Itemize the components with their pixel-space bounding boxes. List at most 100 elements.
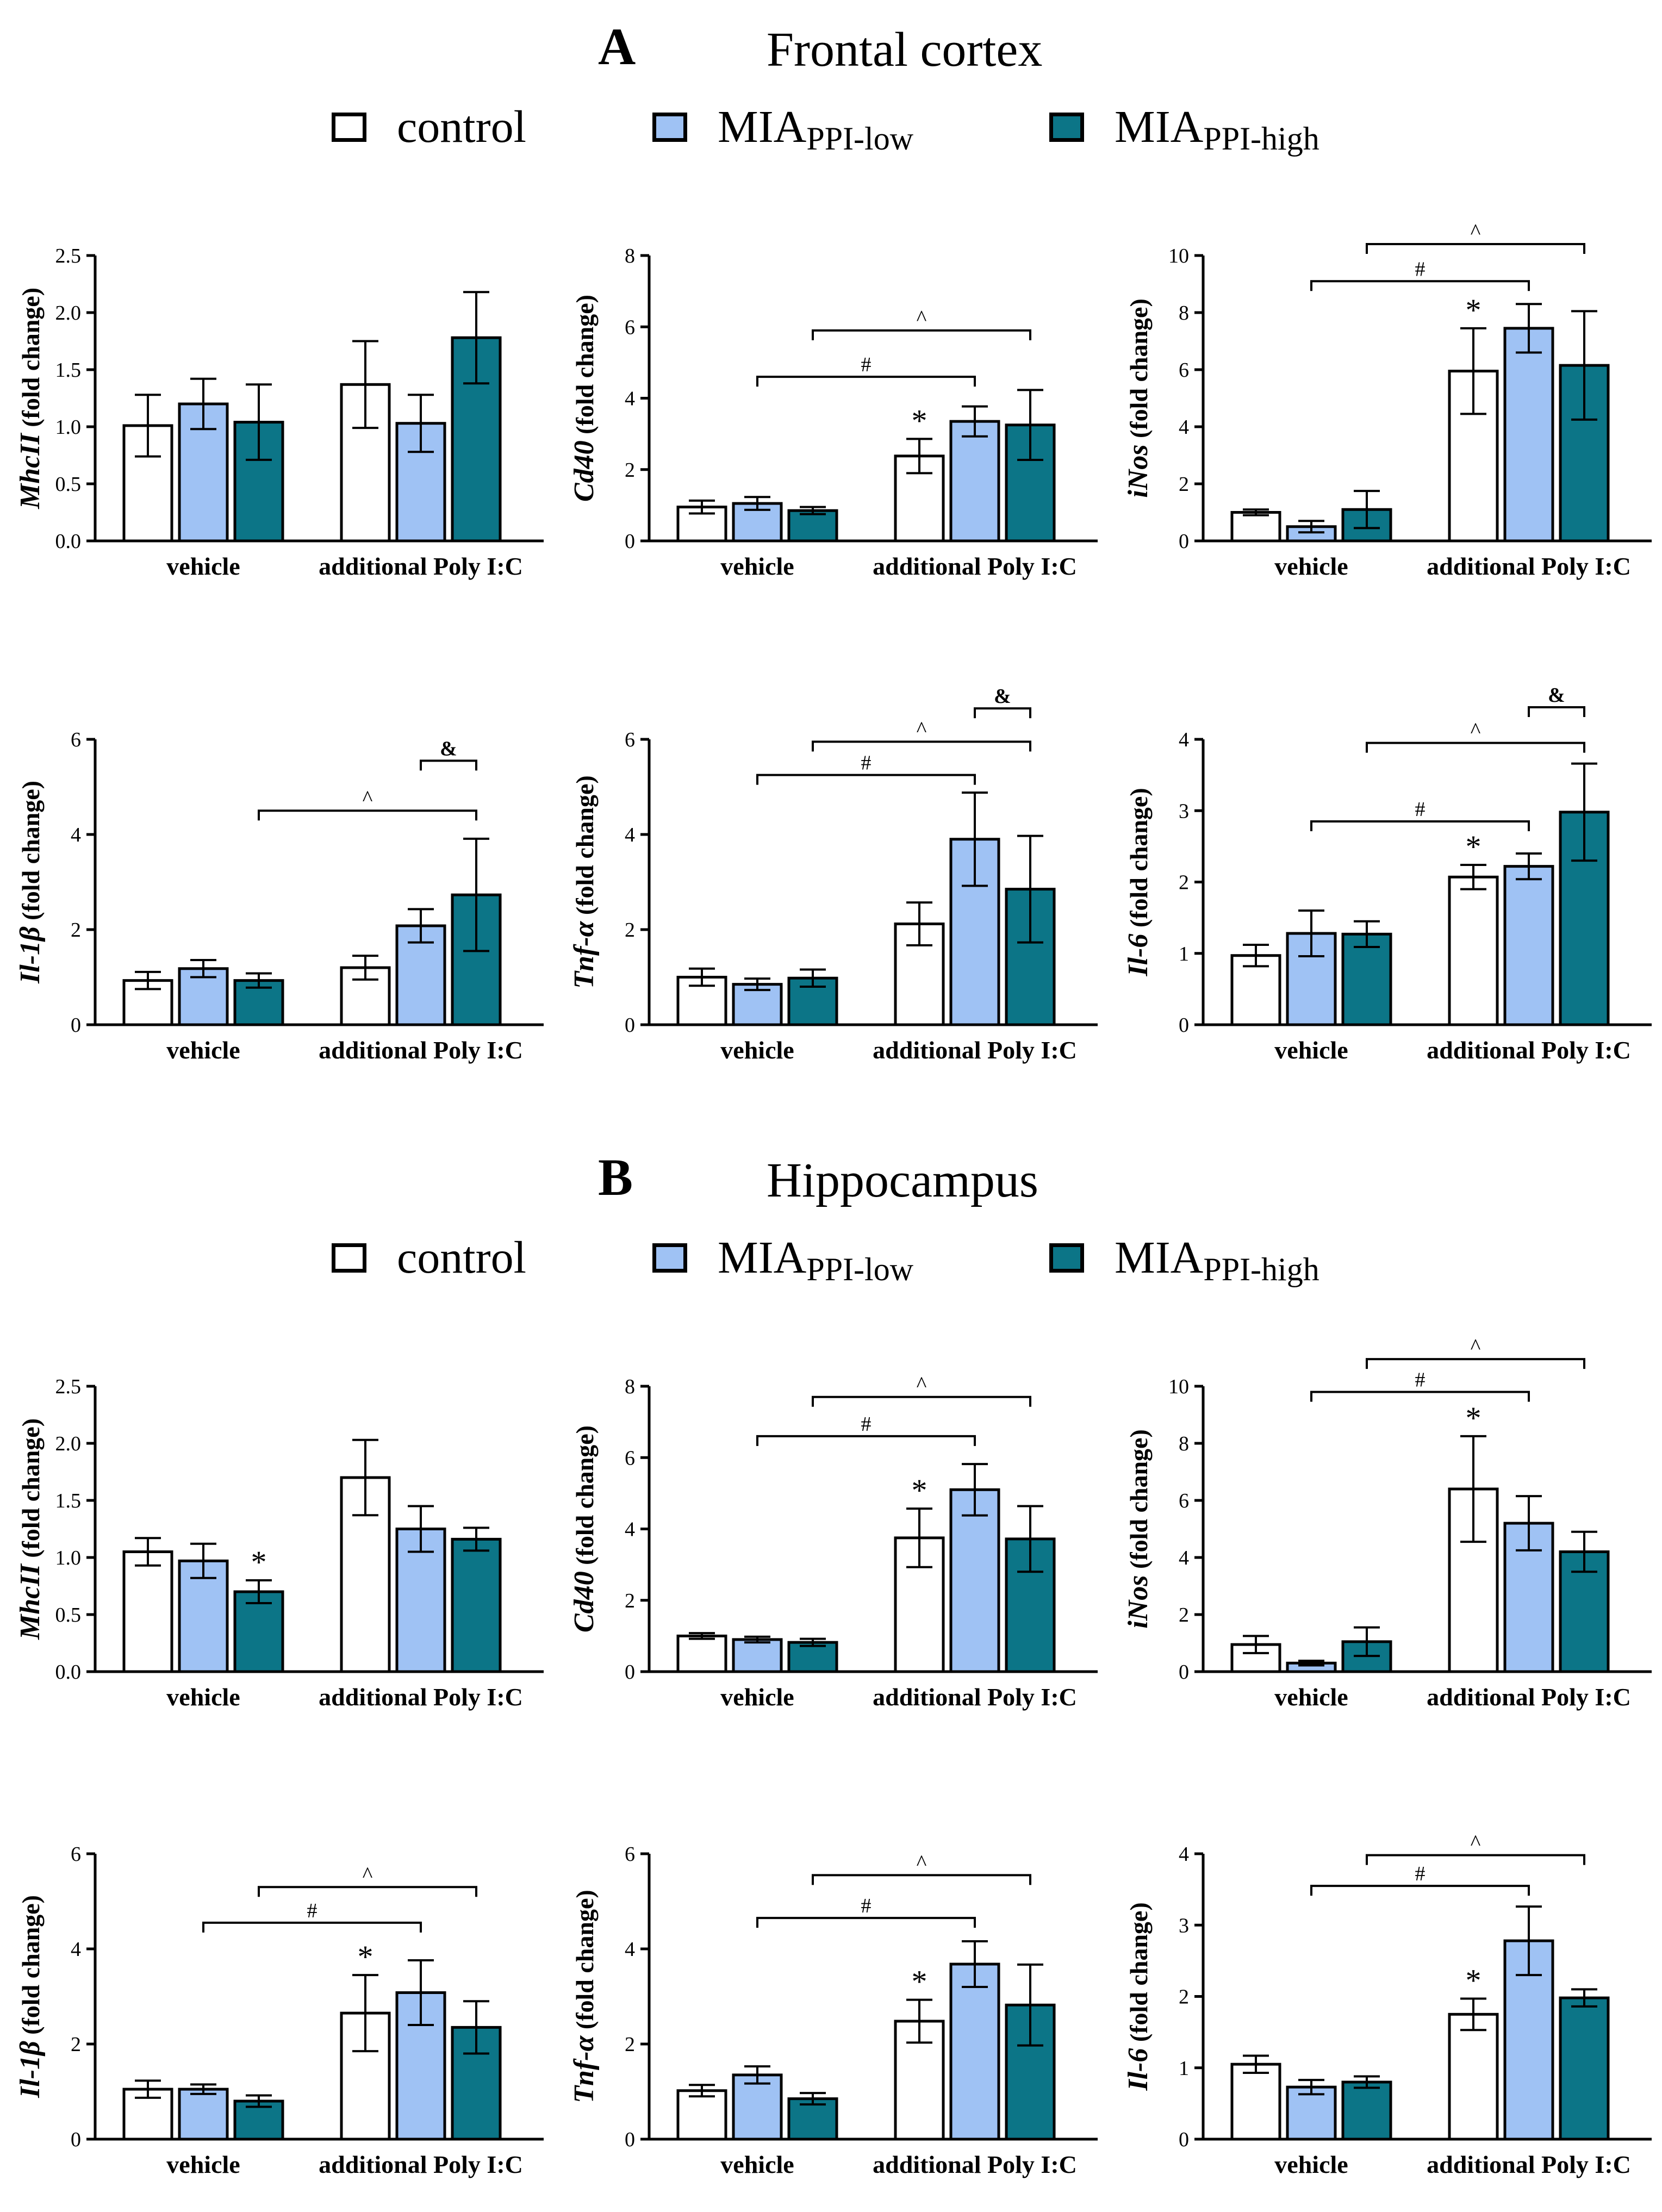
bar [949,1488,1000,1673]
significance-star: * [912,1473,928,1508]
significance-bracket [1528,706,1585,717]
x-group-label: vehicle [720,1036,794,1064]
legend-b-low-sub: PPI-low [806,1251,914,1287]
significance-mark: ^ [1471,1334,1481,1359]
legend-b-control-swatch [332,1243,366,1273]
x-group-label: additional Poly I:C [319,2151,523,2178]
y-tick-label: 4 [71,1938,81,1961]
chart-a-tnfa: 0 2 4 6 Tnf-α (fold change) vehicle additional… [569,685,1098,1064]
y-axis-label: Il-6 (fold change) [1123,1902,1154,2091]
significance-bracket [1366,243,1585,254]
y-tick-label: 2.5 [55,245,82,267]
y-axis-unit: (fold change) [1125,1429,1153,1575]
bar [1503,327,1554,543]
y-tick-label: 4 [71,824,81,846]
y-tick-label: 0 [1179,1661,1189,1684]
y-tick-label: 1.0 [55,416,82,439]
y-axis-label: Il-6 (fold change) [1123,788,1154,976]
y-axis-gene: Il-6 [1123,934,1154,977]
y-tick-label: 0 [625,1661,635,1684]
x-group-label: additional Poly I:C [873,1683,1077,1711]
section-b-title: B Hippocampus [0,1142,1662,1212]
significance-mark: # [1415,1369,1426,1392]
significance-star: * [1466,829,1482,864]
bar [787,976,838,1026]
significance-star: * [912,403,928,438]
bar [451,1537,502,1673]
y-tick-label: 0 [1179,530,1189,553]
y-tick-label: 4 [625,1938,635,1961]
y-tick-label: 2 [71,919,81,942]
y-axis-label: Il-1β (fold change) [15,1895,46,2098]
chart-b-il6: 0 1 2 3 4 Il-6 (fold change) vehicle additional… [1123,1830,1652,2178]
y-axis-gene: Cd40 [569,440,600,502]
chart-a-inos: 0 2 4 6 8 10 iNos (fold change) vehicle addition… [1123,219,1652,580]
y-tick-label: 6 [625,1843,635,1866]
y-tick-label: 8 [625,245,635,267]
legend-b-low: MIA PPI-low [652,1231,913,1287]
bar [1341,932,1392,1026]
x-group-label: vehicle [720,2151,794,2178]
significance-bracket [812,1395,1031,1407]
y-tick-label: 1.5 [55,359,82,382]
y-tick-label: 2 [1179,1986,1189,2009]
y-axis-gene: iNos [1123,445,1154,498]
y-tick-label: 2 [71,2033,81,2056]
legend-b: control MIA PPI-low MIA PPI-high [0,1231,1662,1291]
y-axis-gene: Il-6 [1123,2048,1154,2091]
significance-bracket [1366,1854,1585,1865]
bar [1559,1996,1610,2141]
chart-a-cd40: 0 2 4 6 8 Cd40 (fold change) vehicle additional… [569,245,1098,580]
legend-a-high-swatch [1049,112,1084,142]
legend-a-low-label: MIA [718,102,807,152]
y-tick-label: 2.5 [55,1375,82,1398]
y-tick-label: 8 [1179,1432,1189,1455]
x-group-label: additional Poly I:C [1427,2151,1631,2178]
y-axis-label: MhcII (fold change) [15,1418,46,1640]
legend-b-low-label: MIA [718,1232,807,1283]
bar [894,923,945,1026]
y-tick-label: 2.0 [55,1432,82,1455]
x-group-label: vehicle [1274,552,1348,580]
significance-bracket [202,1921,422,1933]
legend-b-high-sub: PPI-high [1203,1251,1319,1287]
significance-bracket [1310,820,1530,831]
significance-bracket [812,1874,1031,1885]
y-tick-label: 6 [625,728,635,751]
x-group-label: vehicle [720,1683,794,1711]
y-tick-label: 2 [625,919,635,942]
significance-star: * [251,1544,267,1580]
significance-mark: & [1548,684,1565,707]
bar [732,2073,783,2141]
significance-bracket [974,707,1031,719]
y-tick-label: 0 [625,2128,635,2151]
y-tick-label: 0 [625,530,635,553]
y-tick-label: 1 [1179,2057,1189,2080]
y-axis-gene: iNos [1123,1575,1154,1629]
y-axis-gene: MhcII [15,1563,46,1640]
x-group-label: vehicle [1274,1036,1348,1064]
bar [1503,865,1554,1026]
y-axis-unit: (fold change) [571,1890,599,2035]
bar [676,1634,727,1673]
significance-bracket [756,1435,976,1446]
bar [949,1962,1000,2141]
x-group-label: vehicle [166,1036,240,1064]
x-group-label: vehicle [1274,2151,1348,2178]
y-axis-unit: (fold change) [17,781,45,926]
y-tick-label: 6 [625,316,635,339]
y-axis-gene: Cd40 [569,1571,600,1632]
y-axis-label: Cd40 (fold change) [569,1425,600,1632]
y-tick-label: 2 [625,459,635,482]
y-axis-label: Tnf-α (fold change) [569,1890,600,2103]
significance-bracket [756,1917,976,1928]
y-tick-label: 1.0 [55,1547,82,1569]
y-axis-unit: (fold change) [1125,298,1153,444]
significance-bracket [258,1886,477,1897]
x-group-label: vehicle [166,552,240,580]
legend-a-low: MIA PPI-low [652,101,913,157]
y-axis-unit: (fold change) [17,288,45,433]
chart-b-mhcii: 0.0 0.5 1.0 1.5 2.0 2.5 MhcII (fold change) veh… [15,1375,544,1711]
y-axis-label: Tnf-α (fold change) [569,775,600,988]
significance-bracket [1310,1391,1530,1402]
